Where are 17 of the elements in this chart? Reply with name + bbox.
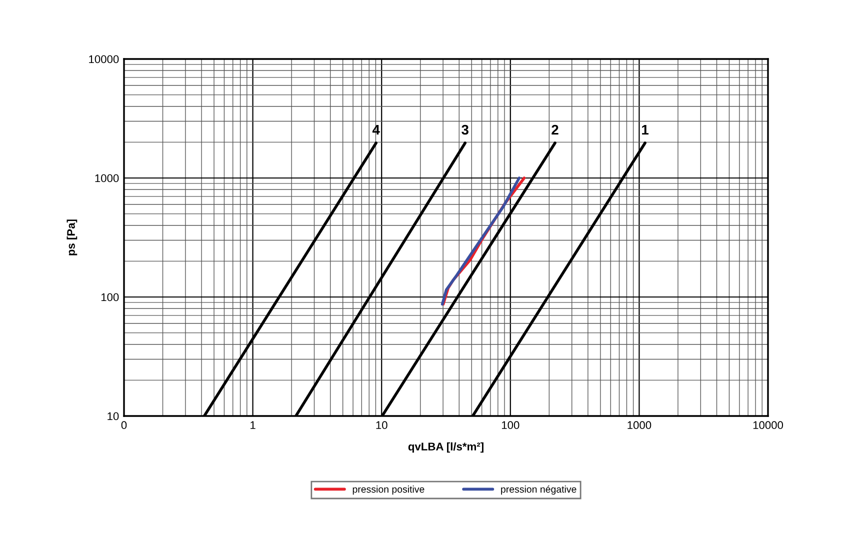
y-tick-label: 1000 <box>95 174 119 182</box>
x-tick-label: 10000 <box>753 421 784 430</box>
legend-label: pression positive <box>352 486 424 495</box>
y-tick-label: 100 <box>101 293 119 302</box>
annotation: 1 <box>642 124 649 135</box>
annotation: 3 <box>462 124 468 135</box>
x-tick-label: 1000 <box>628 421 652 430</box>
x-tick-label: 100 <box>502 421 520 430</box>
x-tick-label: 0 <box>121 421 127 430</box>
legend-label: pression négative <box>501 485 576 495</box>
y-axis-title: ps [Pa] <box>66 220 78 256</box>
y-tick-label: 10000 <box>89 55 119 64</box>
x-tick-label: 1 <box>250 421 256 429</box>
x-tick-label: 10 <box>376 421 388 430</box>
annotation: 2 <box>552 124 558 135</box>
x-axis-title: qvLBA [l/s*m²] <box>408 442 484 453</box>
y-tick-label: 10 <box>108 412 119 420</box>
